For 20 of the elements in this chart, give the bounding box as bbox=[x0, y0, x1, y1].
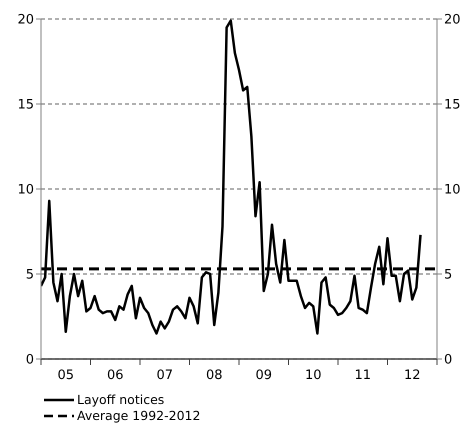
x-tick-label: 07 bbox=[156, 368, 174, 383]
y-tick-label: 15 bbox=[17, 98, 34, 113]
y2-tick-label: 0 bbox=[444, 352, 452, 368]
legend-label: Average 1992-2012 bbox=[77, 408, 200, 424]
x-tick-label: 09 bbox=[255, 368, 272, 383]
x-tick-label: 12 bbox=[404, 368, 421, 383]
legend-label: Layoff notices bbox=[77, 392, 164, 408]
y2-tick-label: 15 bbox=[444, 98, 461, 113]
y2-tick-label: 20 bbox=[444, 12, 461, 28]
x-tick-label: 10 bbox=[304, 368, 322, 383]
y-tick-label: 10 bbox=[17, 182, 34, 198]
y2-tick-label: 10 bbox=[444, 182, 461, 198]
x-tick-label: 08 bbox=[206, 368, 223, 383]
y2-tick-label: 5 bbox=[444, 268, 452, 283]
y-tick-label: 5 bbox=[26, 268, 34, 283]
x-tick-label: 06 bbox=[106, 368, 124, 383]
x-tick-label: 05 bbox=[57, 368, 74, 383]
y-tick-label: 0 bbox=[26, 352, 34, 368]
x-tick-label: 11 bbox=[354, 368, 372, 383]
y-tick-label: 20 bbox=[17, 12, 34, 28]
